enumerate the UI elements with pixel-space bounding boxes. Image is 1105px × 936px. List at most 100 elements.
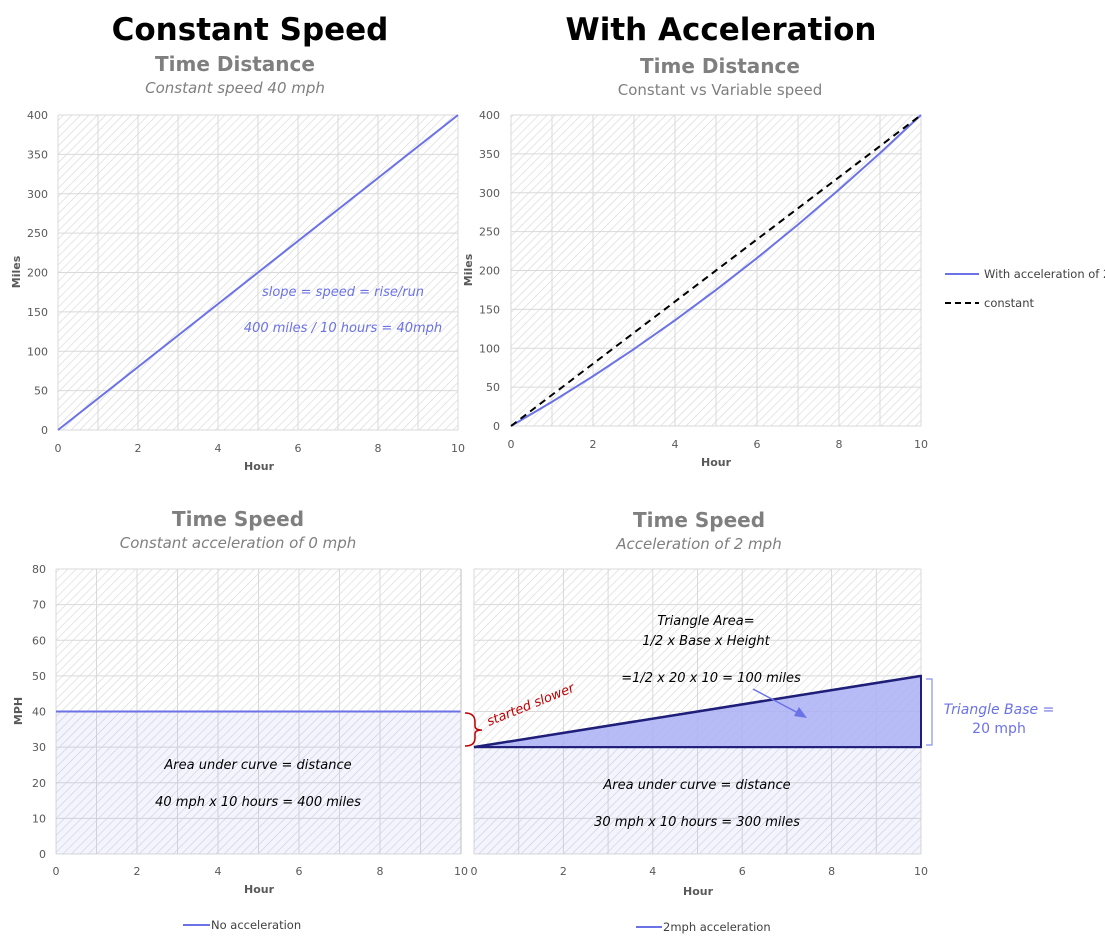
chart3-y-ticks: 0 10 20 30 40 50 60 70 80 [32, 563, 46, 861]
y-tick-label: 20 [32, 777, 46, 790]
chart-time-distance-constant: Time Distance Constant speed 40 mph 0 50 1… [10, 52, 465, 473]
chart2-subtitle: Constant vs Variable speed [618, 81, 822, 99]
chart-time-speed-constant: Time Speed Constant acceleration of 0 mp… [12, 507, 468, 932]
chart1-annotation-calc: 400 miles / 10 hours = 40mph [244, 321, 442, 336]
y-tick-label: 300 [479, 187, 500, 200]
x-tick-label: 2 [135, 442, 142, 455]
y-tick-label: 400 [479, 109, 500, 122]
x-tick-label: 8 [828, 865, 835, 878]
chart4-annotation-triangle-calc: =1/2 x 20 x 10 = 100 miles [621, 671, 801, 686]
x-tick-label: 2 [590, 438, 597, 451]
triangle-base-label-line1: Triangle Base = [944, 702, 1055, 718]
chart1-y-ticks: 0 50 100 150 200 250 300 350 400 [27, 109, 48, 437]
chart3-x-ticks: 0 2 4 6 8 10 [53, 865, 469, 878]
started-slower-brace [464, 712, 483, 747]
chart4-annotation-formula: 1/2 x Base x Height [642, 634, 770, 649]
chart3-x-label: Hour [244, 883, 275, 896]
chart2-title: Time Distance [640, 54, 800, 78]
chart1-annotation-slope: slope = speed = rise/run [262, 285, 424, 300]
y-tick-label: 70 [32, 599, 46, 612]
chart4-title: Time Speed [633, 508, 765, 532]
chart3-title: Time Speed [172, 507, 304, 531]
chart1-x-ticks: 0 2 4 6 8 10 [55, 442, 466, 455]
y-tick-label: 400 [27, 109, 48, 122]
chart4-annotation-area: Area under curve = distance [602, 778, 790, 793]
x-tick-label: 4 [672, 438, 679, 451]
chart3-legend: No acceleration [211, 918, 301, 932]
chart3-y-label: MPH [12, 697, 25, 725]
x-tick-label: 6 [754, 438, 761, 451]
heading-with-acceleration: With Acceleration [566, 12, 877, 48]
series-constant-dashed-line [510, 114, 922, 427]
chart4-annotation-calc: 30 mph x 10 hours = 300 miles [594, 815, 800, 830]
x-tick-label: 10 [454, 865, 468, 878]
x-tick-label: 0 [508, 438, 515, 451]
series-acceleration-line [510, 114, 922, 427]
x-tick-label: 8 [375, 442, 382, 455]
heading-constant-speed: Constant Speed [112, 12, 389, 48]
chart3-annotation-area: Area under curve = distance [163, 758, 351, 773]
chart3-subtitle: Constant acceleration of 0 mph [120, 534, 357, 552]
area-under-base [474, 747, 921, 854]
y-tick-label: 50 [486, 381, 500, 394]
area-under-curve [56, 711, 461, 854]
triangle-base-label-line2: 20 mph [972, 721, 1026, 737]
y-tick-label: 250 [27, 227, 48, 240]
chart4-subtitle: Acceleration of 2 mph [615, 535, 781, 553]
chart1-subtitle: Constant speed 40 mph [145, 79, 325, 97]
y-tick-label: 300 [27, 188, 48, 201]
chart1-marks [57, 114, 459, 431]
y-tick-label: 250 [479, 226, 500, 239]
chart4-annotation-arrowhead [794, 707, 807, 718]
x-tick-label: 6 [296, 865, 303, 878]
chart2-gridlines [510, 114, 922, 427]
y-tick-label: 350 [27, 148, 48, 161]
chart1-title: Time Distance [155, 52, 315, 76]
chart-time-distance-variable: Time Distance Constant vs Variable speed… [462, 54, 1105, 469]
chart1-x-label: Hour [244, 460, 275, 473]
chart2-legend-acceleration: With acceleration of 2mph [984, 267, 1105, 281]
x-tick-label: 10 [451, 442, 465, 455]
x-tick-label: 10 [914, 865, 928, 878]
chart-time-speed-acceleration: Time Speed Acceleration of 2 mph 0 2 4 6 8 10… [471, 508, 929, 934]
x-tick-label: 8 [836, 438, 843, 451]
chart3-marks [56, 569, 462, 854]
chart3-annotation-calc: 40 mph x 10 hours = 400 miles [155, 795, 361, 810]
chart2-x-ticks: 0 2 4 6 8 10 [508, 438, 929, 451]
x-tick-label: 2 [134, 865, 141, 878]
y-tick-label: 50 [34, 385, 48, 398]
chart2-marks [510, 114, 922, 427]
chart4-x-ticks: 0 2 4 6 8 10 [471, 865, 929, 878]
chart2-legend-constant: constant [984, 296, 1034, 310]
y-tick-label: 100 [27, 345, 48, 358]
x-tick-label: 6 [295, 442, 302, 455]
chart2-y-ticks: 0 50 100 150 200 250 300 350 400 [479, 109, 500, 433]
chart4-marks [473, 674, 922, 854]
chart4-annotation-triangle-area: Triangle Area= [657, 614, 754, 629]
chart1-y-label: Miles [10, 255, 23, 288]
y-tick-label: 0 [41, 424, 48, 437]
x-tick-label: 8 [377, 865, 384, 878]
x-tick-label: 4 [215, 442, 222, 455]
x-tick-label: 0 [53, 865, 60, 878]
y-tick-label: 0 [39, 848, 46, 861]
y-tick-label: 50 [32, 670, 46, 683]
x-tick-label: 6 [739, 865, 746, 878]
y-tick-label: 60 [32, 634, 46, 647]
y-tick-label: 100 [479, 342, 500, 355]
chart2-y-label: Miles [462, 253, 475, 286]
x-tick-label: 10 [914, 438, 928, 451]
x-tick-label: 2 [560, 865, 567, 878]
chart4-x-label: Hour [683, 885, 714, 898]
y-tick-label: 0 [493, 420, 500, 433]
triangle-base-bracket [926, 678, 933, 746]
y-tick-label: 150 [27, 306, 48, 319]
x-tick-label: 4 [649, 865, 656, 878]
y-tick-label: 80 [32, 563, 46, 576]
x-tick-label: 0 [471, 865, 478, 878]
y-tick-label: 200 [27, 267, 48, 280]
chart4-legend: 2mph acceleration [663, 920, 771, 934]
y-tick-label: 200 [479, 265, 500, 278]
y-tick-label: 10 [32, 812, 46, 825]
